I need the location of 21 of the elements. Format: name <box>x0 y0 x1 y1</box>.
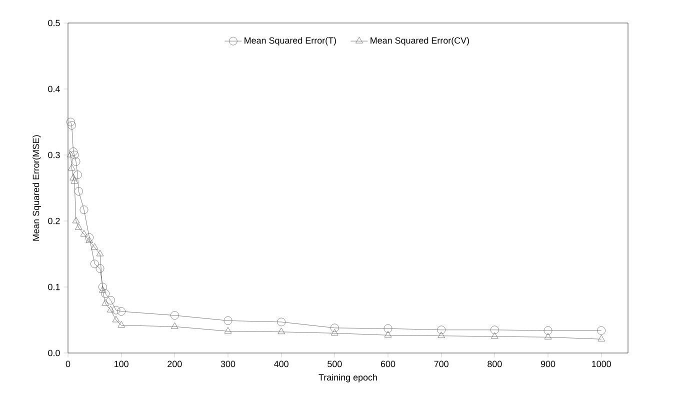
y-tick-label: 0.3 <box>48 152 60 158</box>
legend-label: Mean Squared Error(CV) <box>370 37 469 46</box>
x-tick-label: 400 <box>274 360 288 368</box>
y-axis-title: Mean Squared Error(MSE) <box>32 135 41 241</box>
y-tick-label: 0.5 <box>48 20 60 26</box>
y-tick-label: 0.2 <box>48 218 60 224</box>
x-tick-label: 500 <box>328 360 342 368</box>
x-tick-label: 700 <box>434 360 448 368</box>
x-tick-label: 800 <box>488 360 502 368</box>
y-tick-label: 0.0 <box>48 350 60 356</box>
y-tick-label: 0.1 <box>48 284 60 290</box>
x-axis-title: Training epoch <box>318 374 377 382</box>
x-tick-label: 0 <box>66 360 70 368</box>
x-tick-label: 300 <box>220 360 236 368</box>
y-tick-label: 0.4 <box>48 86 60 92</box>
x-tick-label: 1000 <box>592 360 611 368</box>
legend-label: Mean Squared Error(T) <box>244 37 336 46</box>
x-tick-label: 600 <box>380 360 396 368</box>
x-tick-label: 900 <box>540 360 556 368</box>
x-tick-label: 200 <box>168 360 182 368</box>
x-tick-label: 100 <box>114 360 128 368</box>
